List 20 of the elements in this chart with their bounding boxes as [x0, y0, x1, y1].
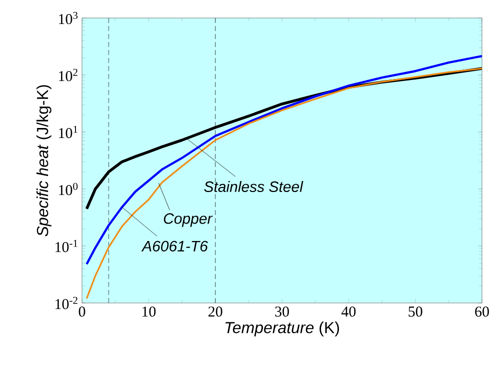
x-axis-title: Temperature (K) — [225, 322, 339, 336]
y-tick-label: 10$^{3}$ — [59, 12, 78, 24]
x-tick-label: 20 — [208, 306, 222, 317]
y-tick-label: 10$^{-1}$ — [56, 240, 78, 252]
y-tick-label: 10$^{2}$ — [59, 68, 78, 82]
line-series — [86, 68, 482, 300]
annotation: Copper — [164, 213, 213, 227]
x-tick-label: 50 — [408, 306, 422, 317]
annotation: Stainless Steel — [204, 181, 304, 192]
x-tick-label: 40 — [341, 306, 356, 317]
y-tick-label: 10$^{1}$ — [59, 126, 78, 138]
x-tick-label: 10 — [142, 306, 156, 317]
x-tick-label: 30 — [275, 306, 289, 317]
y-tick-label: 10$^{0}$ — [59, 182, 78, 196]
x-tick-label: 0 — [78, 306, 86, 317]
y-axis-title: Specific heat (J/kg-K) — [36, 85, 52, 236]
annotation: A6061-T6 — [141, 240, 208, 252]
line-series — [86, 54, 482, 266]
x-tick-label: 60 — [475, 306, 489, 317]
y-tick-label: 10$^{-2}$ — [56, 296, 78, 310]
